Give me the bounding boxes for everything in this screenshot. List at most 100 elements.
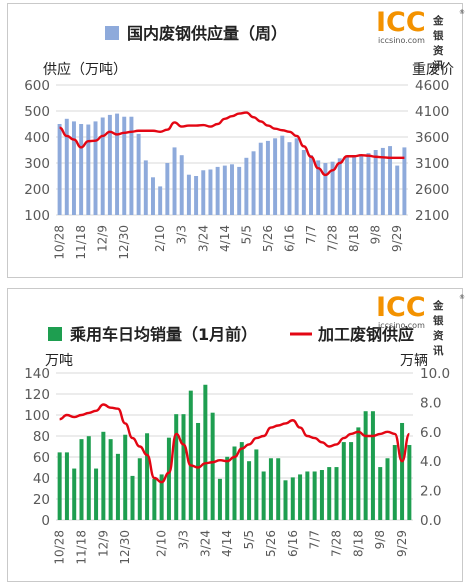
y-tick-label: 100	[24, 208, 50, 224]
bar	[57, 452, 62, 520]
chart-panel-car-sales: 140 120 100 80 60 40 20 0 10.0 8.0 6.0 4.0 2.0 0.0 10/…	[7, 288, 465, 582]
legend-swatch	[105, 26, 119, 40]
bar	[232, 446, 237, 520]
y-tick-label: 100	[24, 408, 50, 424]
bar	[363, 411, 368, 520]
bar	[283, 480, 288, 520]
left-axis-title: 万吨	[45, 353, 73, 369]
y2-tick-label: 4100	[415, 104, 449, 120]
bar	[179, 155, 184, 215]
bar	[165, 163, 170, 215]
y-tick-label: 600	[24, 78, 50, 94]
logo-cn-text: 金银资讯	[433, 15, 444, 72]
y-tick-label: 200	[24, 182, 50, 198]
bar	[373, 150, 378, 215]
bar	[319, 470, 324, 520]
x-tick-label: 3/3	[175, 225, 189, 244]
bar	[265, 140, 270, 215]
right-axis-title: 万辆	[400, 353, 428, 369]
bar	[312, 471, 317, 520]
bar	[136, 133, 141, 215]
bar	[203, 384, 208, 520]
y-tick-label: 20	[33, 492, 50, 508]
bar	[349, 442, 354, 520]
bar	[57, 124, 62, 215]
y-tick-label: 40	[33, 471, 50, 487]
series-line	[59, 111, 405, 177]
bar	[107, 114, 112, 215]
bar	[137, 458, 142, 520]
bar	[298, 474, 303, 520]
supply-chart-svg: 600 500 400 300 200 100 4600 4100 3600 3100 2600 21…	[24, 24, 454, 260]
legend-swatch	[48, 327, 62, 341]
bar	[380, 147, 385, 215]
x-tick-label: 8/18	[351, 530, 365, 557]
x-tick-label: 11/18	[75, 530, 89, 565]
bar	[247, 461, 252, 520]
bar	[337, 158, 342, 215]
bar	[330, 161, 335, 215]
y-tick-label: 60	[33, 450, 50, 466]
logo-registered-mark: ®	[459, 294, 465, 301]
bar	[100, 117, 105, 215]
y-tick-label: 140	[24, 366, 50, 382]
x-tick-label: 6/16	[286, 530, 300, 557]
bar	[72, 468, 77, 520]
bar	[407, 445, 412, 520]
bar	[71, 121, 76, 215]
bar	[86, 124, 91, 215]
bar	[152, 478, 157, 520]
logo-registered-mark: ®	[459, 9, 465, 16]
y2-tick-label: 3600	[415, 130, 449, 146]
bar	[215, 166, 220, 215]
x-tick-label: 4/14	[218, 225, 232, 252]
bar	[261, 471, 266, 520]
logo-url: iccsino.com	[378, 321, 425, 330]
x-tick-label: 12/30	[118, 530, 132, 565]
legend-label: 加工废钢供应	[317, 325, 414, 344]
x-tick-label: 9/8	[369, 225, 383, 244]
x-tick-label: 7/7	[308, 530, 322, 549]
bar	[244, 157, 249, 215]
icc-logo: ICC 金银资讯 ® iccsino.com	[376, 292, 465, 357]
bar	[273, 138, 278, 215]
bar	[143, 160, 148, 215]
x-tick-label: 12/30	[117, 225, 131, 260]
bar	[352, 156, 357, 215]
y2-tick-label: 6.0	[420, 425, 441, 441]
x-tick-label: 5/5	[242, 530, 256, 549]
bar	[316, 160, 321, 215]
bar	[370, 411, 375, 520]
bar	[194, 176, 199, 215]
bar	[344, 157, 349, 215]
bar	[201, 170, 206, 215]
bar	[395, 165, 400, 215]
x-tick-label: 10/28	[53, 225, 67, 260]
y2-tick-label: 4.0	[420, 454, 441, 470]
x-tick-label: 3/3	[177, 530, 191, 549]
bar	[294, 138, 299, 215]
bar	[130, 475, 135, 520]
y-tick-label: 120	[24, 387, 50, 403]
bar	[402, 147, 407, 215]
x-tick-label: 5/26	[261, 225, 275, 252]
bar	[258, 142, 263, 215]
legend-label: 乘用车日均销量（1月前）	[69, 325, 257, 344]
x-tick-label: 11/18	[74, 225, 88, 260]
bar	[237, 166, 242, 215]
bar	[290, 477, 295, 520]
x-tick-label: 12/9	[96, 530, 110, 557]
y2-tick-label: 4600	[415, 78, 449, 94]
bar	[222, 165, 227, 215]
bar	[86, 436, 91, 520]
x-tick-label: 6/16	[282, 225, 296, 252]
left-axis-title: 供应（万吨）	[43, 61, 127, 78]
bar	[366, 153, 371, 215]
car-sales-chart-svg: 140 120 100 80 60 40 20 0 10.0 8.0 6.0 4.0 2.0 0.0 10/…	[24, 325, 450, 565]
x-tick-label: 5/26	[264, 530, 278, 557]
bar	[122, 116, 127, 215]
bar	[93, 121, 98, 215]
logo-brand: ICC	[376, 7, 426, 38]
bar	[276, 458, 281, 520]
right-axis-title: 重废价	[412, 62, 454, 78]
